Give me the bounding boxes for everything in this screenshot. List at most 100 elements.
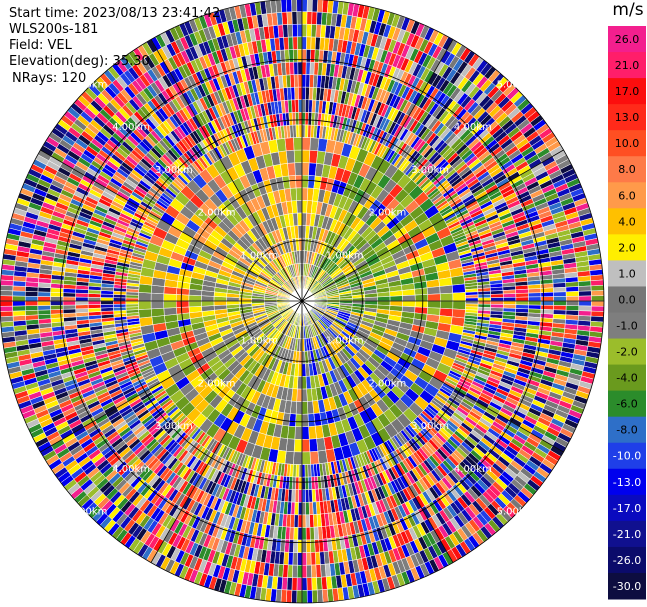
velocity-gate	[292, 552, 298, 566]
velocity-gate	[175, 294, 190, 302]
velocity-gate	[50, 300, 64, 306]
velocity-gate	[113, 300, 127, 305]
velocity-gate	[590, 284, 605, 292]
velocity-gate	[50, 296, 64, 302]
velocity-gate	[311, 11, 318, 25]
velocity-gate	[578, 295, 592, 302]
velocity-gate	[175, 300, 190, 308]
velocity-gate	[138, 308, 153, 319]
velocity-gate	[438, 277, 453, 287]
velocity-gate	[451, 308, 466, 319]
velocity-gate	[37, 300, 51, 306]
velocity-gate	[317, 449, 328, 464]
velocity-gate	[25, 309, 39, 316]
velocity-gate	[553, 296, 567, 302]
velocity-gate	[301, 388, 308, 402]
velocity-gate	[301, 112, 306, 126]
velocity-gate	[450, 275, 465, 286]
velocity-gate	[62, 300, 76, 306]
velocity-gate	[213, 300, 227, 306]
velocity-gate	[306, 0, 313, 13]
velocity-gate	[75, 300, 89, 306]
velocity-gate	[295, 401, 303, 415]
velocity-gate	[301, 464, 306, 478]
velocity-gate	[515, 292, 529, 298]
velocity-gate	[414, 300, 429, 308]
velocity-gate	[75, 304, 89, 310]
velocity-gate	[301, 564, 308, 579]
velocity-gate	[50, 309, 64, 315]
velocity-gate	[297, 514, 303, 528]
velocity-gate	[311, 0, 319, 13]
velocity-gate	[12, 300, 26, 307]
velocity-gate	[590, 290, 605, 297]
velocity-gate	[301, 0, 308, 12]
velocity-gate	[301, 527, 307, 541]
velocity-gate	[0, 305, 14, 312]
velocity-gate	[75, 308, 89, 314]
velocity-gate	[201, 300, 215, 307]
velocity-gate	[0, 310, 14, 318]
velocity-gate	[301, 376, 307, 390]
velocity-gate	[503, 297, 517, 302]
velocity-gate	[389, 295, 403, 302]
velocity-gate	[307, 400, 315, 415]
velocity-gate	[502, 293, 517, 298]
velocity-gate	[591, 295, 605, 302]
velocity-gate	[139, 316, 154, 327]
velocity-gate	[75, 292, 89, 298]
velocity-gate	[24, 300, 39, 307]
velocity-gate	[352, 297, 366, 302]
velocity-gate	[306, 552, 312, 566]
velocity-gate	[62, 308, 77, 314]
velocity-gate	[188, 306, 203, 314]
velocity-gate	[307, 413, 316, 427]
velocity-gate	[163, 307, 178, 316]
velocity-gate	[451, 283, 466, 294]
velocity-gate	[490, 300, 504, 305]
velocity-gate	[176, 306, 190, 315]
velocity-gate	[301, 590, 308, 604]
velocity-gate	[305, 539, 312, 553]
velocity-gate	[553, 305, 567, 311]
velocity-gate	[477, 297, 492, 302]
velocity-gate	[427, 300, 441, 309]
velocity-gate	[37, 309, 51, 316]
velocity-gate	[452, 292, 466, 302]
velocity-gate	[577, 280, 592, 287]
velocity-gate	[565, 286, 579, 293]
velocity-gate	[100, 297, 114, 302]
velocity-gate	[306, 388, 313, 402]
velocity-gate	[590, 305, 605, 312]
velocity-gate	[310, 552, 317, 566]
velocity-gate	[24, 291, 39, 297]
velocity-gate	[528, 292, 542, 298]
velocity-gate	[414, 294, 429, 302]
velocity-gate	[75, 296, 89, 302]
velocity-gate	[306, 564, 312, 579]
velocity-gate	[301, 149, 311, 164]
velocity-gate	[24, 295, 39, 302]
velocity-gate	[414, 287, 428, 296]
velocity-gate	[578, 310, 592, 317]
velocity-gate	[291, 577, 298, 591]
velocity-gate	[528, 300, 542, 306]
velocity-gate	[0, 290, 14, 297]
velocity-gate	[292, 539, 299, 553]
velocity-gate	[301, 577, 308, 591]
velocity-gate	[12, 290, 26, 297]
velocity-gate	[301, 426, 310, 440]
velocity-gate	[377, 296, 391, 302]
velocity-gate	[590, 279, 604, 287]
velocity-gate	[540, 296, 554, 302]
velocity-gate	[314, 551, 321, 566]
velocity-gate	[301, 401, 309, 415]
velocity-gate	[0, 300, 13, 307]
velocity-gate	[553, 286, 567, 293]
velocity-gate	[100, 300, 114, 305]
velocity-gate	[578, 285, 592, 292]
velocity-gate	[295, 413, 303, 428]
velocity-gate	[306, 36, 312, 50]
velocity-gate	[298, 476, 303, 491]
